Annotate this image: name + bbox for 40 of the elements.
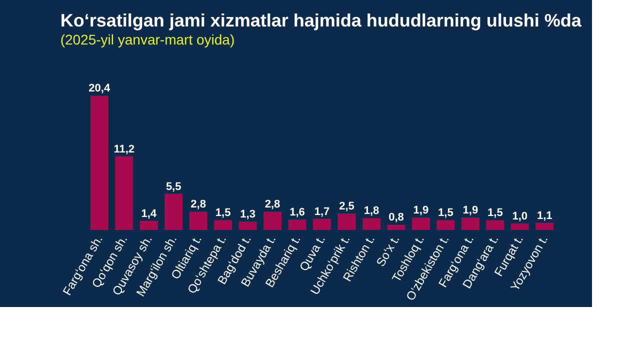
bar [90,96,108,230]
data-label: 1,6 [290,206,305,218]
bar [486,220,504,230]
data-label: 2,8 [190,198,206,211]
bar [362,218,380,230]
data-label: 0,8 [388,212,404,224]
bar [536,222,554,230]
data-label: 1,3 [240,208,256,220]
data-label: 2,5 [339,200,354,213]
data-label: 1,5 [438,207,454,220]
data-label: 1,5 [215,207,231,220]
data-label: 1,7 [314,206,330,218]
bar [313,218,331,230]
data-label: 1,9 [413,204,429,216]
bar [510,223,529,230]
data-label: 5,5 [166,180,182,193]
bar [461,217,480,230]
bar [238,221,257,230]
data-label: 1,5 [488,207,503,220]
bar [412,217,430,230]
data-label: 1,1 [536,210,552,222]
data-label: 1,0 [512,210,528,222]
data-label: 1,8 [364,205,380,218]
bar [387,224,406,230]
data-label: 11,2 [114,143,135,156]
bar [338,214,356,230]
bar [115,156,134,230]
bar [436,220,455,230]
chart-title: Ko‘rsatilgan jami xizmatlar hajmida hududlarning ulushi %da [60,10,582,31]
bar [189,212,208,230]
data-label: 1,9 [462,204,478,216]
bar [264,212,282,230]
data-label: 2,8 [264,198,280,211]
bar [164,194,183,230]
data-label: 1,4 [141,208,158,220]
data-label: 20,4 [88,82,111,95]
bar [288,219,306,230]
chart-subtitle: (2025-yil yanvar-mart oyida) [60,32,235,48]
bar [140,220,158,230]
bar [214,220,232,230]
